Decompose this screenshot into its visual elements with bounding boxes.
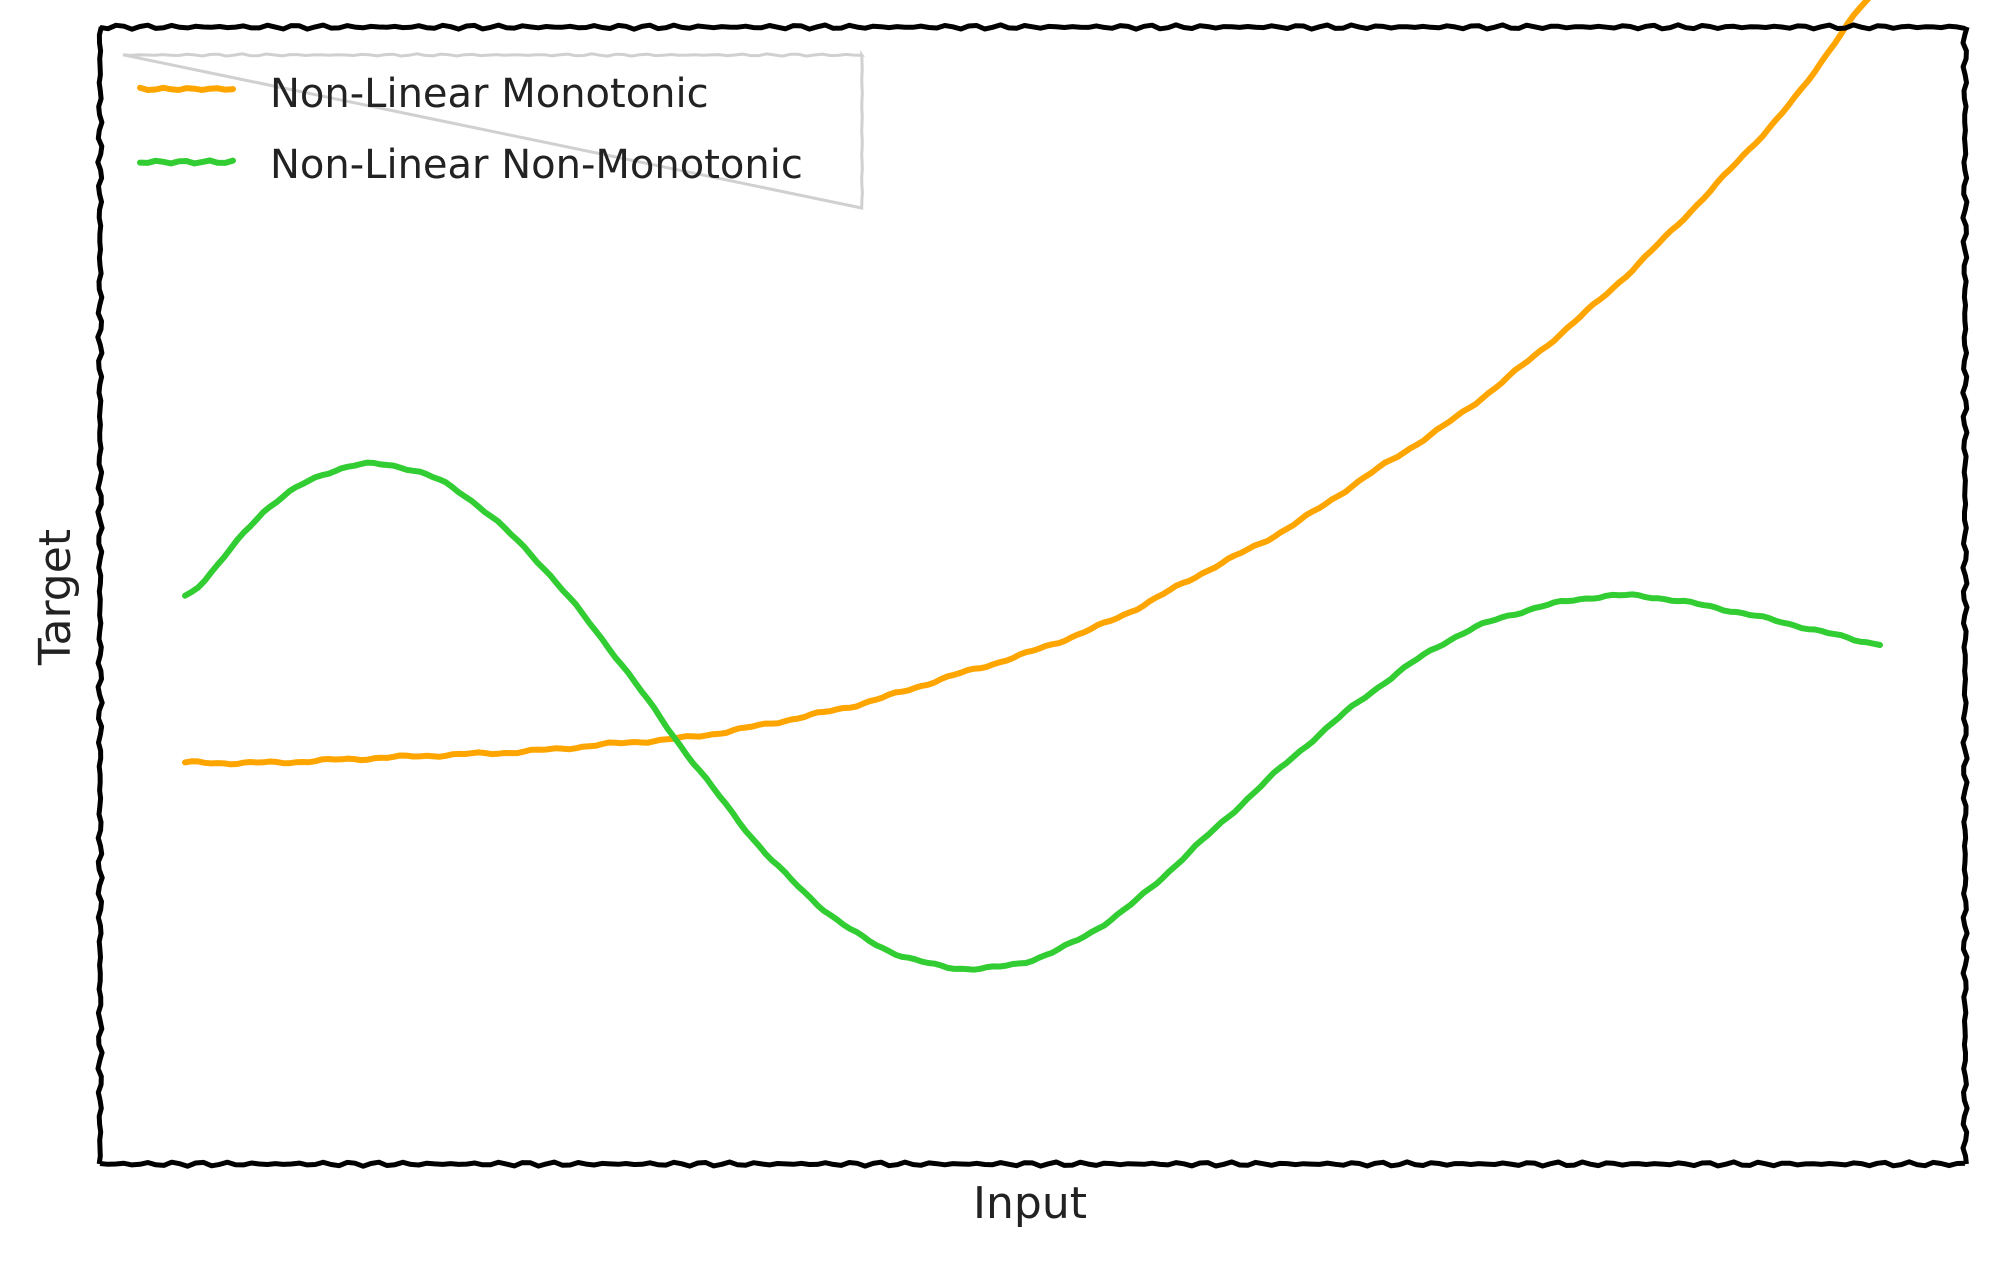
series-layer	[182, 0, 1883, 973]
legend-box	[122, 49, 865, 210]
plot-frame	[95, 22, 1970, 1169]
series-line-non-monotonic	[182, 459, 1883, 973]
x-axis-label: Input	[973, 1178, 1087, 1229]
legend: Non-Linear Monotonic Non-Linear Non-Mono…	[122, 49, 865, 210]
legend-label-non-monotonic: Non-Linear Non-Monotonic	[270, 142, 803, 188]
y-axis-label: Target	[30, 529, 81, 666]
legend-swatch-monotonic	[137, 84, 236, 94]
legend-swatch-non-monotonic	[137, 157, 236, 167]
legend-label-monotonic: Non-Linear Monotonic	[270, 71, 709, 117]
series-line-monotonic	[182, 0, 1872, 768]
